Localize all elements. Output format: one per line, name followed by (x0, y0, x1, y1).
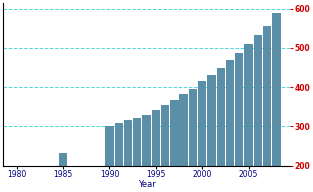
Bar (189, 89, 197, 166)
Bar (179, 94, 188, 166)
Bar (151, 110, 160, 166)
Bar (133, 118, 141, 166)
Bar (235, 53, 244, 166)
Bar (142, 115, 151, 166)
Bar (115, 123, 123, 166)
Bar (226, 60, 234, 166)
Bar (217, 68, 225, 166)
Bar (263, 26, 271, 166)
Bar (105, 126, 114, 166)
Bar (198, 81, 206, 166)
Bar (207, 75, 216, 166)
Bar (59, 153, 67, 166)
Bar (170, 100, 178, 166)
Bar (244, 44, 253, 166)
Bar (254, 35, 262, 166)
Bar (124, 120, 132, 166)
Bar (272, 13, 280, 166)
Bar (161, 105, 169, 166)
X-axis label: Year: Year (138, 180, 156, 189)
